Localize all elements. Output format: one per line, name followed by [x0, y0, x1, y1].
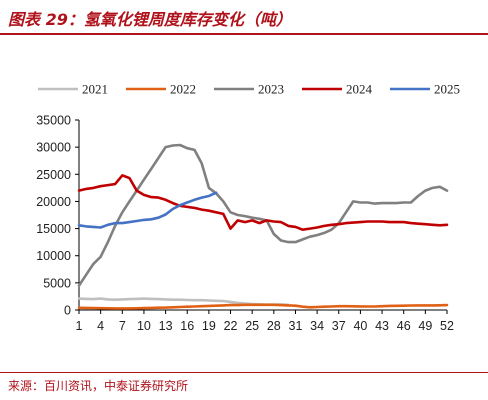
x-tick-label: 43: [375, 319, 389, 333]
y-tick-label: 25000: [36, 168, 71, 182]
y-tick-label: 15000: [36, 222, 71, 236]
x-tick-label: 19: [202, 319, 216, 333]
legend-label-2021: 2021: [82, 82, 108, 97]
series-line-2024: [77, 174, 449, 231]
x-tick-label: 37: [332, 319, 346, 333]
y-tick-label: 20000: [36, 195, 71, 209]
series-line-2023: [77, 143, 449, 287]
x-tick-label: 52: [440, 319, 454, 333]
legend-label-2022: 2022: [170, 82, 196, 97]
legend-label-2023: 2023: [258, 82, 284, 97]
legend-label-2025: 2025: [434, 82, 460, 97]
x-tick-label: 1: [76, 319, 83, 333]
source-note: 来源：百川资讯，中泰证券研究所: [8, 379, 189, 393]
y-tick-label: 0: [64, 304, 71, 318]
chart-series: [77, 143, 449, 310]
y-tick-label: 5000: [43, 276, 71, 290]
y-axis: 0 5000 10000 15000 20000 25000 30000 35000: [36, 114, 80, 318]
x-tick-label: 34: [310, 319, 324, 333]
x-tick-label: 4: [97, 319, 104, 333]
y-tick-label: 35000: [36, 114, 71, 128]
line-chart: 2021 2022 2023 2024 2025 0 5000 10000 15000 2000…: [36, 82, 460, 334]
title-divider: [0, 33, 488, 35]
page-title: 图表 29：氢氧化锂周度库存变化（吨）: [8, 10, 292, 29]
x-tick-label: 25: [245, 319, 259, 333]
x-tick-label: 13: [159, 319, 173, 333]
footer-divider: [0, 372, 488, 373]
series-line-2025: [77, 191, 218, 229]
series-line-2022: [77, 303, 449, 310]
x-tick-label: 31: [289, 319, 303, 333]
chart-legend: 2021 2022 2023 2024 2025: [38, 82, 460, 97]
x-tick-label: 49: [418, 319, 432, 333]
x-axis: 1 4 7 10 13 16 19 22 25 28 31 34 37 40 43 46 49 52: [76, 309, 454, 333]
x-tick-label: 40: [353, 319, 367, 333]
x-tick-label: 22: [224, 319, 238, 333]
x-tick-label: 7: [119, 319, 126, 333]
y-tick-label: 30000: [36, 141, 71, 155]
x-tick-label: 46: [397, 319, 411, 333]
x-tick-label: 16: [180, 319, 194, 333]
x-tick-label: 10: [137, 319, 151, 333]
legend-label-2024: 2024: [346, 82, 373, 97]
y-tick-label: 10000: [36, 249, 71, 263]
x-tick-label: 28: [267, 319, 281, 333]
